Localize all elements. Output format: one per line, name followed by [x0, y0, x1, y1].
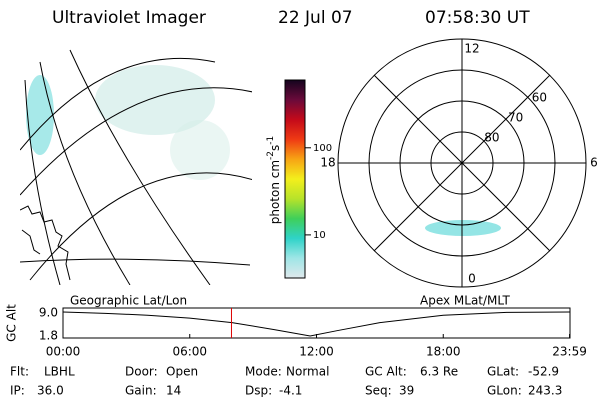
x-tick-label: 12:00: [299, 345, 334, 359]
footer-value: LBHL: [44, 365, 75, 379]
footer-value: 36.0: [37, 384, 64, 398]
x-tick-label: 23:59: [552, 345, 587, 359]
footer-value: -52.9: [528, 365, 559, 379]
title: Ultraviolet Imager: [52, 8, 206, 28]
x-tick-label: 00:00: [46, 345, 81, 359]
footer-value: 14: [166, 384, 181, 398]
mlat-ring: [430, 131, 494, 195]
footer-label: Dsp:: [245, 384, 272, 398]
footer: Flt: LBHL Door: Open Mode: Normal GC Alt: 6.3 R…: [10, 365, 562, 398]
footer-label: Seq:: [365, 384, 392, 398]
mlat-label: 80: [484, 130, 499, 144]
time: 07:58:30 UT: [425, 8, 530, 28]
footer-label: Flt:: [10, 365, 29, 379]
footer-label: Gain:: [125, 384, 157, 398]
mlat-label: 70: [508, 111, 523, 125]
timeline-right-label: Apex MLat/MLT: [420, 294, 510, 308]
colorbar: [284, 79, 306, 279]
mlt-label: 0: [468, 272, 476, 286]
colorbar-tick-label: 100: [313, 143, 332, 154]
footer-value: 6.3 Re: [420, 365, 458, 379]
polar-plot: [337, 38, 587, 288]
mlt-label: 18: [320, 156, 335, 170]
mlat-ring: [399, 100, 525, 226]
y-tick-label: 1.8: [39, 329, 58, 343]
footer-value: Normal: [286, 365, 329, 379]
footer-value: 243.3: [528, 384, 562, 398]
footer-value: 39: [399, 384, 414, 398]
footer-value: -4.1: [279, 384, 302, 398]
y-tick-label: 9.0: [39, 306, 58, 320]
date: 22 Jul 07: [278, 8, 353, 28]
colorbar-axis: 10 100: [305, 143, 332, 241]
x-tick-label: 06:00: [172, 345, 207, 359]
footer-value: Open: [166, 365, 198, 379]
timeline-axis-label: GC Alt: [5, 304, 19, 342]
colorbar-label: photon cm-2s-1: [266, 136, 282, 225]
altitude-line: [62, 311, 571, 337]
timeline-left-label: Geographic Lat/Lon: [70, 294, 187, 308]
mlat-ring: [368, 69, 556, 257]
footer-label: Door:: [125, 365, 158, 379]
timeline: 9.0 1.8 00:00 06:00 12:00 18:00 23:59: [39, 306, 587, 359]
colorbar-tick-label: 10: [313, 230, 326, 241]
mlat-label: 60: [532, 91, 547, 105]
footer-label: Mode:: [245, 365, 282, 379]
footer-label: GC Alt:: [365, 365, 407, 379]
mlt-label: 6: [590, 156, 598, 170]
footer-label: GLat:: [487, 365, 519, 379]
geo-map: [20, 49, 252, 285]
footer-label: IP:: [10, 384, 25, 398]
x-tick-label: 18:00: [426, 345, 461, 359]
footer-label: GLon:: [487, 384, 522, 398]
mlt-label: 12: [464, 42, 479, 56]
